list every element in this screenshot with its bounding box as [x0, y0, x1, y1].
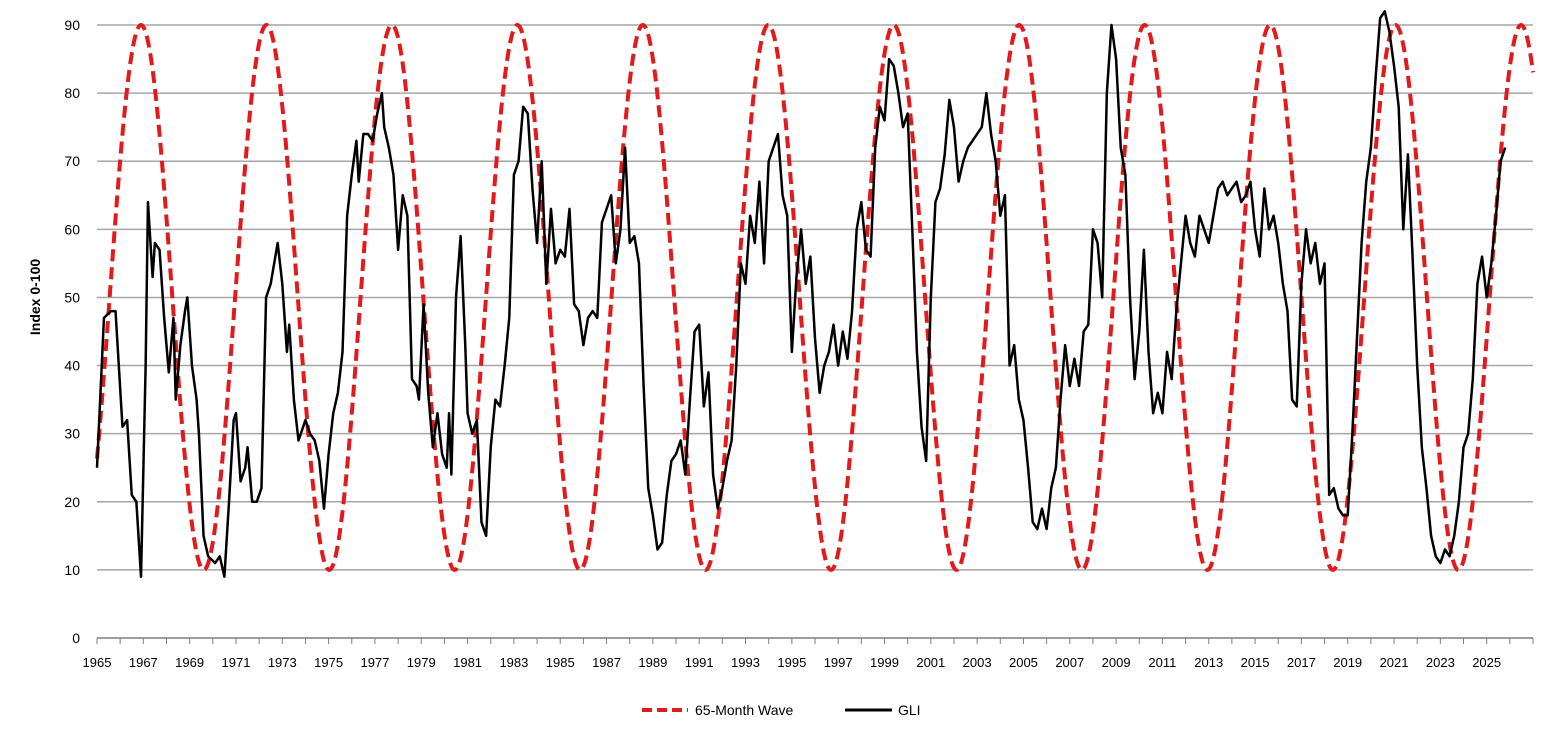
x-tick-label-1997: 1997 [824, 655, 853, 670]
x-tick-label-2011: 2011 [1148, 655, 1176, 670]
x-tick-label-2003: 2003 [963, 655, 992, 670]
x-tick-label-1975: 1975 [314, 655, 343, 670]
x-tick-label-2007: 2007 [1055, 655, 1084, 670]
y-tick-label-30: 30 [64, 426, 80, 442]
x-tick-label-1979: 1979 [407, 655, 436, 670]
x-tick-label-1977: 1977 [360, 655, 389, 670]
y-axis-label: Index 0-100 [27, 259, 43, 335]
x-tick-label-2005: 2005 [1009, 655, 1038, 670]
y-tick-label-40: 40 [64, 358, 80, 374]
y-tick-label-80: 80 [64, 85, 80, 101]
y-tick-label-60: 60 [64, 221, 80, 237]
y-tick-label-50: 50 [64, 289, 80, 305]
x-tick-label-1993: 1993 [731, 655, 760, 670]
y-tick-label-10: 10 [64, 562, 80, 578]
x-tick-label-2013: 2013 [1194, 655, 1223, 670]
x-tick-label-1985: 1985 [546, 655, 575, 670]
x-tick-label-1983: 1983 [499, 655, 528, 670]
y-tick-label-90: 90 [64, 17, 80, 33]
y-tick-label-70: 70 [64, 153, 80, 169]
x-tick-label-1971: 1971 [222, 655, 251, 670]
x-tick-label-1967: 1967 [129, 655, 158, 670]
x-axis-tick-labels: 1965 1967 1969 1971 1973 1975 1977 1979 1981 1983… [83, 655, 1502, 670]
x-tick-label-2023: 2023 [1426, 655, 1455, 670]
x-tick-label-1973: 1973 [268, 655, 297, 670]
x-tick-label-2015: 2015 [1241, 655, 1270, 670]
x-tick-label-2017: 2017 [1287, 655, 1316, 670]
x-tick-label-2021: 2021 [1380, 655, 1409, 670]
x-tick-label-1991: 1991 [685, 655, 714, 670]
x-axis [96, 637, 1534, 644]
x-tick-label-1995: 1995 [777, 655, 806, 670]
y-tick-label-20: 20 [64, 494, 80, 510]
x-tick-label-1981: 1981 [453, 655, 482, 670]
legend-label-wave: 65-Month Wave [695, 702, 794, 718]
x-tick-label-2019: 2019 [1333, 655, 1362, 670]
x-tick-label-2025: 2025 [1472, 655, 1501, 670]
legend-label-gli: GLI [898, 702, 921, 718]
x-tick-label-2009: 2009 [1102, 655, 1131, 670]
series-layer [95, 10, 1535, 578]
grid-lines [97, 24, 1533, 571]
x-tick-label-2001: 2001 [916, 655, 945, 670]
series-line-gli [95, 10, 1507, 578]
y-tick-label-0: 0 [72, 630, 80, 646]
x-tick-label-1969: 1969 [175, 655, 204, 670]
y-axis-tick-labels: 0 10 20 30 40 50 60 70 80 90 [64, 17, 80, 646]
series-line-65-month-wave [95, 23, 1535, 572]
x-tick-label-1987: 1987 [592, 655, 621, 670]
x-tick-label-1965: 1965 [83, 655, 112, 670]
legend: 65-Month Wave GLI [642, 702, 921, 718]
x-tick-label-1999: 1999 [870, 655, 899, 670]
x-tick-label-1989: 1989 [638, 655, 667, 670]
